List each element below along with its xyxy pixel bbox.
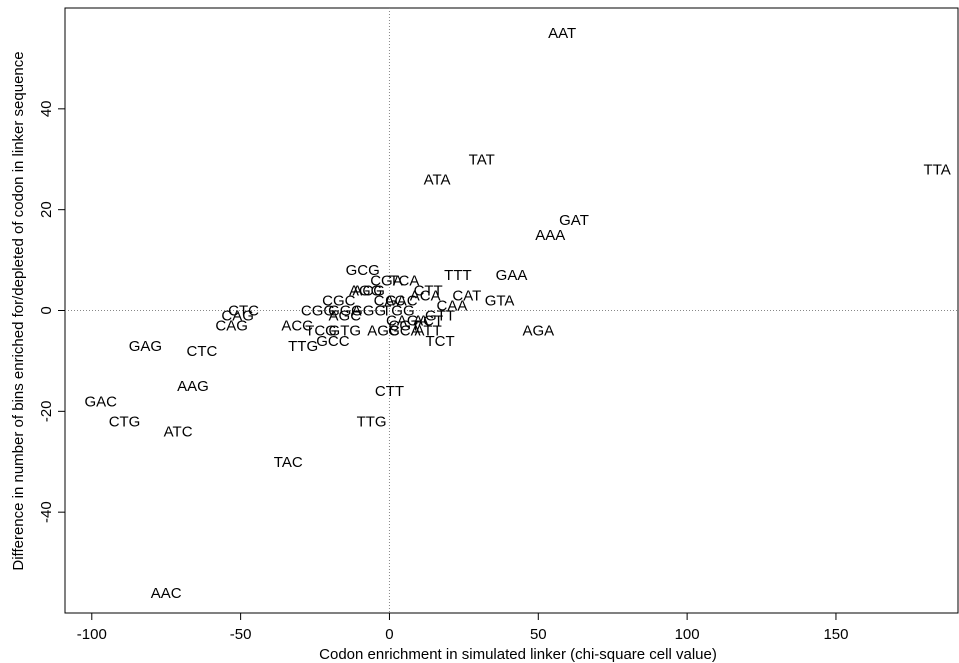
codon-point-label: CGA [370,272,403,289]
codon-point-label: GCA [388,323,421,340]
codon-point-label: GTA [485,292,515,309]
codon-point-label: GGA [328,303,361,320]
x-tick-label: 100 [675,626,700,643]
y-tick-label: -20 [38,400,55,422]
codon-point-label: GTT [425,308,455,325]
codon-point-label: ACA [410,287,441,304]
codon-point-label: CAT [452,287,481,304]
y-axis-ticks: -40 -20 0 20 40 [38,100,65,523]
codon-point-label: TTA [924,161,951,178]
codon-point-label: GTG [329,323,362,340]
codon-point-label: CGG [301,303,335,320]
codon-point-label: TTG [288,338,318,355]
codon-point-label: ATC [164,424,193,441]
x-tick-label: -100 [77,626,107,643]
codon-point-label: AAC [151,585,182,602]
codon-point-label: GAC [385,292,418,309]
codon-point-label: CTT [414,282,443,299]
codon-point-label: CGT [389,318,421,335]
codon-point-label: CTT [375,383,404,400]
codon-point-label: CTG [109,413,141,430]
codon-point-label: TAT [469,151,495,168]
codon-point-label: GCG [346,262,380,279]
x-axis-label: Codon enrichment in simulated linker (ch… [319,646,717,663]
reference-lines [65,8,958,613]
codon-point-label: AGC [329,308,362,325]
x-tick-label: 0 [385,626,393,643]
y-tick-label: -40 [38,501,55,523]
codon-point-label: AGG [349,282,382,299]
codon-point-label: AGC [367,323,400,340]
codon-point-label: CTC [187,343,218,360]
x-axis-ticks: -100 -50 0 50 100 150 [77,613,848,643]
codon-point-label: GAA [496,267,528,284]
codon-point-label: CAGA [386,313,429,330]
x-tick-label: -50 [230,626,252,643]
codon-point-label: AAT [548,25,576,42]
codon-point-label: TCA [389,272,419,289]
codon-point-label: AGA [522,323,554,340]
codon-point-label: GGG [351,303,386,320]
codon-point-label: TTT [444,267,472,284]
codon-point-label: CTC [228,303,259,320]
x-tick-label: 50 [530,626,547,643]
codon-point-label: GAC [84,393,117,410]
codon-point-label: ACT [413,313,443,330]
x-tick-label: 150 [823,626,848,643]
codon-point-label: CAG [221,308,254,325]
codon-point-label: CAG [215,318,248,335]
codon-point-label: CAC [374,292,406,309]
y-axis-label: Difference in number of bins enriched fo… [10,51,27,570]
codon-point-label: GAT [559,212,589,229]
y-tick-label: 0 [38,306,55,314]
codon-point-label: CAA [437,297,468,314]
codon-point-label: TAC [274,454,303,471]
codon-point-label: ACC [281,318,313,335]
codon-point-label: TCG [305,323,337,340]
codon-point-label: TTG [357,413,387,430]
y-tick-label: 40 [38,100,55,117]
codon-point-label: GAG [129,338,162,355]
codon-point-label: GCC [316,333,350,350]
codon-point-label: ATT [415,323,442,340]
codon-point-label: AAA [535,227,565,244]
codon-point-label: TGG [382,303,415,320]
codon-point-label: ATA [424,171,451,188]
codon-point-label: ACG [352,282,385,299]
codon-point-label: TCT [425,333,454,350]
codon-point-label: CGC [322,292,356,309]
y-tick-label: 20 [38,201,55,218]
codon-point-label: AAG [177,378,209,395]
